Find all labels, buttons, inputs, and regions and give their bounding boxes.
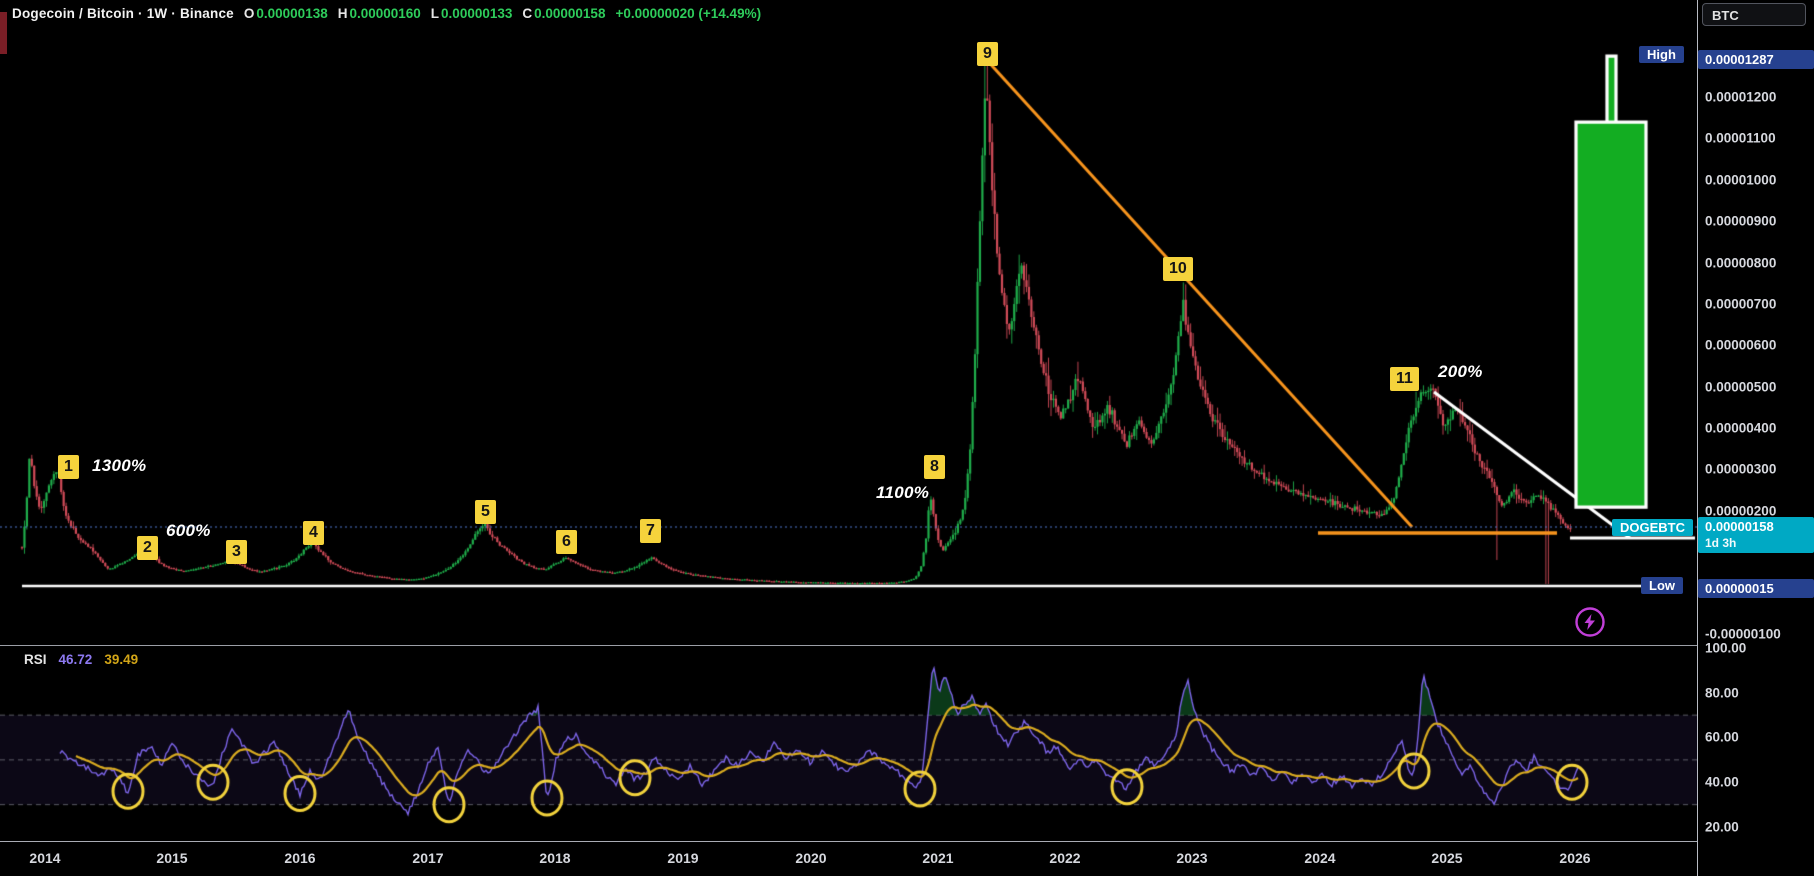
time-axis-year-label[interactable]: 2014 <box>29 850 61 866</box>
numbered-point-label[interactable]: 6 <box>556 530 577 554</box>
time-axis-year-label[interactable]: 2017 <box>412 850 444 866</box>
price-tick-label: 0.00000800 <box>1705 255 1777 271</box>
time-axis-year-label[interactable]: 2025 <box>1431 850 1463 866</box>
rsi-tick-label: 100.00 <box>1705 640 1747 656</box>
numbered-point-label[interactable]: 9 <box>977 42 998 66</box>
price-tick-label: 0.00000200 <box>1705 503 1777 519</box>
ohlc-close: C 0.00000158 <box>522 6 606 21</box>
symbol-price-tag[interactable]: DOGEBTC <box>1612 519 1693 536</box>
price-tick-label: 0.00000600 <box>1705 337 1777 353</box>
currency-unit-button[interactable]: BTC <box>1702 3 1806 26</box>
pane-separator[interactable] <box>0 645 1697 646</box>
percent-gain-annotation[interactable]: 1300% <box>92 456 147 475</box>
numbered-point-label[interactable]: 7 <box>640 519 661 543</box>
percent-gain-annotation[interactable]: 1100% <box>876 483 930 502</box>
numbered-point-label[interactable]: 4 <box>303 521 324 545</box>
chart-canvas[interactable] <box>0 0 1697 841</box>
rsi-tick-label: 40.00 <box>1705 774 1739 790</box>
time-axis-year-label[interactable]: 2022 <box>1049 850 1081 866</box>
time-axis-year-label[interactable]: 2016 <box>284 850 316 866</box>
numbered-point-label[interactable]: 2 <box>137 536 158 560</box>
numbered-point-label[interactable]: 1 <box>58 455 79 479</box>
numbered-point-label[interactable]: 8 <box>924 455 945 479</box>
ohlc-open: O 0.00000138 <box>243 6 328 21</box>
rsi-tick-label: 80.00 <box>1705 685 1739 701</box>
bar-countdown: 1d 3h <box>1705 536 1737 550</box>
numbered-point-label[interactable]: 3 <box>226 540 247 564</box>
numbered-point-label[interactable]: 10 <box>1163 257 1193 281</box>
rsi-tick-label: 20.00 <box>1705 819 1739 835</box>
low-label: Low <box>1641 577 1683 594</box>
ohlc-low: L 0.00000133 <box>430 6 513 21</box>
ohlc-high: H 0.00000160 <box>337 6 421 21</box>
time-axis-year-label[interactable]: 2024 <box>1304 850 1336 866</box>
price-tick-label: 0.00000900 <box>1705 213 1777 229</box>
symbol-title[interactable]: Dogecoin / Bitcoin · 1W · Binance <box>12 6 234 21</box>
time-axis-year-label[interactable]: 2015 <box>156 850 188 866</box>
rsi-ma-value: 39.49 <box>104 652 139 667</box>
high-label: High <box>1639 46 1684 63</box>
price-tick-label: 0.00000400 <box>1705 420 1777 436</box>
time-axis-year-label[interactable]: 2019 <box>667 850 699 866</box>
clipped-candle-artifact <box>0 12 7 54</box>
time-axis-year-label[interactable]: 2018 <box>539 850 571 866</box>
price-tick-label: 0.00001000 <box>1705 172 1777 188</box>
symbol-header[interactable]: Dogecoin / Bitcoin · 1W · Binance O 0.00… <box>12 6 761 21</box>
time-axis-year-label[interactable]: 2026 <box>1559 850 1591 866</box>
price-tick-label: 0.00000300 <box>1705 461 1777 477</box>
price-tick-label: -0.00000100 <box>1705 626 1781 642</box>
rsi-tick-label: 60.00 <box>1705 729 1739 745</box>
price-tick-label: 0.00001200 <box>1705 89 1777 105</box>
time-axis-year-label[interactable]: 2020 <box>795 850 827 866</box>
axis-low-value: 0.00000015 <box>1698 579 1814 598</box>
axis-current-price: 0.00000158 1d 3h <box>1698 517 1814 553</box>
rsi-value: 46.72 <box>58 652 93 667</box>
numbered-point-label[interactable]: 11 <box>1390 367 1419 391</box>
price-tick-label: 0.00001100 <box>1705 130 1776 146</box>
current-price-value: 0.00000158 <box>1705 519 1774 534</box>
rsi-label: RSI <box>24 652 47 667</box>
time-axis-year-label[interactable]: 2023 <box>1176 850 1208 866</box>
axis-high-value: 0.00001287 <box>1698 50 1814 69</box>
rsi-header[interactable]: RSI 46.72 39.49 <box>24 652 138 667</box>
price-change: +0.00000020 (+14.49%) <box>615 6 762 21</box>
percent-gain-annotation[interactable]: 200% <box>1438 362 1483 381</box>
price-axis-separator <box>1697 0 1698 876</box>
price-axis[interactable]: BTC 0.00001287 0.00000015 0.00000158 1d … <box>1698 0 1814 876</box>
price-tick-label: 0.00000500 <box>1705 379 1777 395</box>
percent-gain-annotation[interactable]: 600% <box>166 521 211 540</box>
numbered-point-label[interactable]: 5 <box>475 500 496 524</box>
time-axis-separator <box>0 841 1814 842</box>
price-tick-label: 0.00000700 <box>1705 296 1777 312</box>
lightning-icon <box>1575 607 1605 637</box>
lightning-button[interactable] <box>1572 604 1608 640</box>
time-axis-year-label[interactable]: 2021 <box>922 850 954 866</box>
